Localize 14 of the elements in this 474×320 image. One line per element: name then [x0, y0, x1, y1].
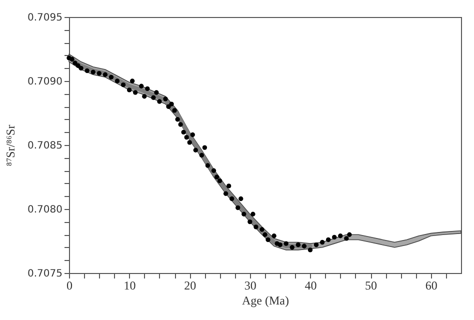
x-tick-label: 20 [184, 278, 196, 292]
y-tick-label: 0.7075 [28, 268, 62, 280]
x-tick-label: 10 [124, 278, 136, 292]
y-axis-title: ⁸⁷Sr/⁸⁶Sr [4, 124, 18, 166]
x-tick-label: 40 [304, 278, 317, 292]
y-tick-label: 0.7090 [28, 76, 62, 88]
x-tick-label: 50 [365, 278, 378, 292]
y-tick-label: 0.7095 [28, 12, 62, 24]
x-axis-title: Age (Ma) [242, 294, 289, 308]
y-tick-label: 0.7085 [28, 140, 62, 152]
x-tick-label: 60 [425, 278, 438, 292]
x-tick-label: 30 [244, 278, 256, 292]
y-tick-label: 0.7080 [28, 204, 62, 216]
x-tick-label: 0 [66, 278, 72, 292]
